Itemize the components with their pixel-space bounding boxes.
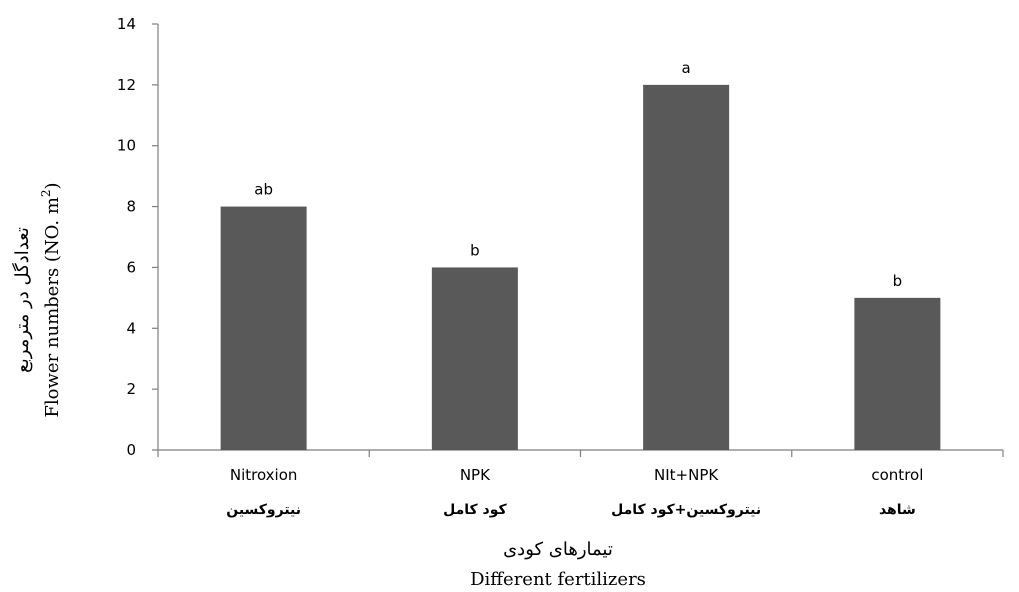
- y-tick-label: 8: [126, 198, 136, 216]
- bar-data-label: b: [893, 272, 903, 290]
- bar-data-label: ab: [254, 181, 273, 199]
- x-tick-label-fa: کود کامل: [443, 502, 507, 518]
- x-tick-label-en: control: [871, 466, 923, 484]
- y-axis-title-en-main: Flower numbers (NO. m: [42, 197, 63, 417]
- bar: [643, 84, 730, 450]
- x-tick-label-fa: شاهد: [879, 502, 916, 518]
- y-axis-title-en-close: ): [42, 182, 63, 189]
- y-axis-title-en-sup: 2: [39, 189, 53, 197]
- y-tick-label: 10: [117, 137, 136, 155]
- x-tick-label-fa: نیتروکسین+کود کامل: [611, 502, 761, 518]
- y-tick-label: 14: [117, 15, 136, 33]
- bar-data-label: b: [470, 241, 480, 259]
- y-tick-label: 6: [126, 258, 136, 276]
- y-axis-title-en: Flower numbers (NO. m2): [39, 182, 63, 417]
- x-ticks: [157, 450, 1004, 457]
- y-axis-title-fa: تعدادگل در مترمربع: [11, 227, 33, 373]
- bar: [431, 267, 518, 450]
- y-ticks: 0 2 4 6 8 10 12 14: [117, 15, 158, 459]
- bar: [854, 297, 941, 450]
- bar-data-label: a: [682, 59, 691, 77]
- y-tick-label: 4: [126, 319, 136, 337]
- x-axis-title-en: Different fertilizers: [470, 569, 646, 590]
- x-axis-title-fa: تیمارهای کودی: [503, 539, 613, 560]
- y-tick-label: 12: [117, 76, 136, 94]
- y-tick-label: 0: [126, 441, 136, 459]
- bars: [220, 84, 941, 450]
- y-tick-label: 2: [126, 380, 136, 398]
- category-labels: Nitroxion نیتروکسین NPK کود کامل NIt+NPK نیتر…: [226, 466, 923, 518]
- x-tick-label-en: NPK: [460, 466, 491, 484]
- x-tick-label-fa: نیتروکسین: [226, 502, 301, 518]
- x-tick-label-en: NIt+NPK: [654, 466, 719, 484]
- bar: [220, 206, 307, 450]
- x-tick-label-en: Nitroxion: [230, 466, 298, 484]
